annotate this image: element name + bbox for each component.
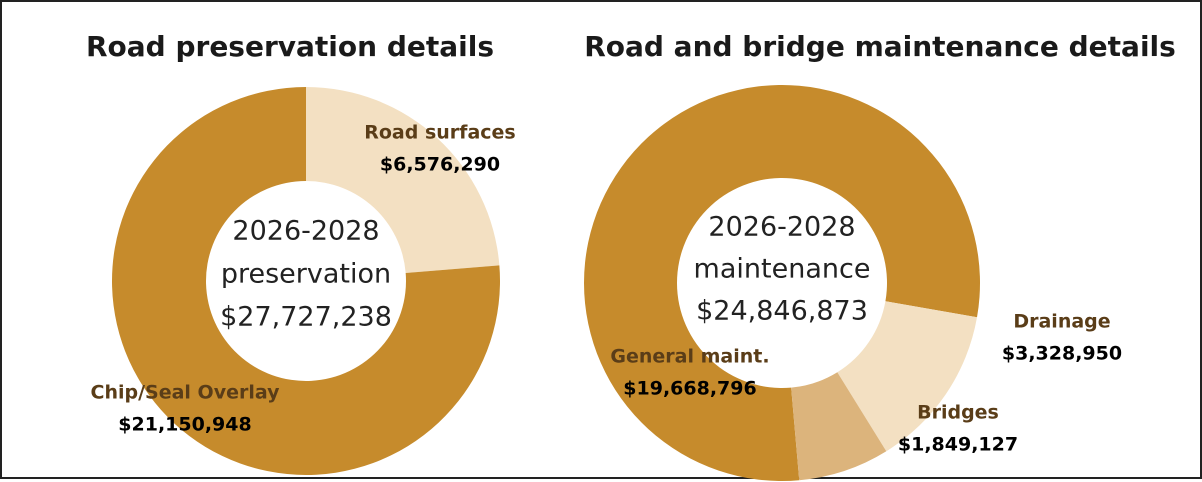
value-label: $6,576,290 xyxy=(380,154,500,176)
center-label: $27,727,238 xyxy=(220,302,392,333)
chart-title: Road and bridge maintenance details xyxy=(584,30,1176,63)
center-label: preservation xyxy=(221,259,391,290)
segment-label: General maint. xyxy=(610,346,769,368)
center-label: 2026-2028 xyxy=(708,212,855,243)
donut-segment xyxy=(837,301,978,452)
donut-segment xyxy=(306,87,500,273)
value-label: $3,328,950 xyxy=(1002,343,1122,365)
donut-segment xyxy=(111,87,500,476)
segment-label: Chip/Seal Overlay xyxy=(91,382,281,404)
segment-label: Bridges xyxy=(917,402,999,424)
segment-label: Drainage xyxy=(1013,311,1110,333)
value-label: $19,668,796 xyxy=(623,378,756,400)
donut-segment xyxy=(584,85,980,482)
center-label: $24,846,873 xyxy=(696,296,868,327)
value-label: $1,849,127 xyxy=(898,434,1018,456)
center-label: maintenance xyxy=(694,254,871,285)
chart-title: Road preservation details xyxy=(86,30,494,63)
segment-label: Road surfaces xyxy=(364,122,515,144)
value-label: $21,150,948 xyxy=(118,414,251,436)
center-label: 2026-2028 xyxy=(232,216,379,247)
donut-segment xyxy=(791,372,887,481)
